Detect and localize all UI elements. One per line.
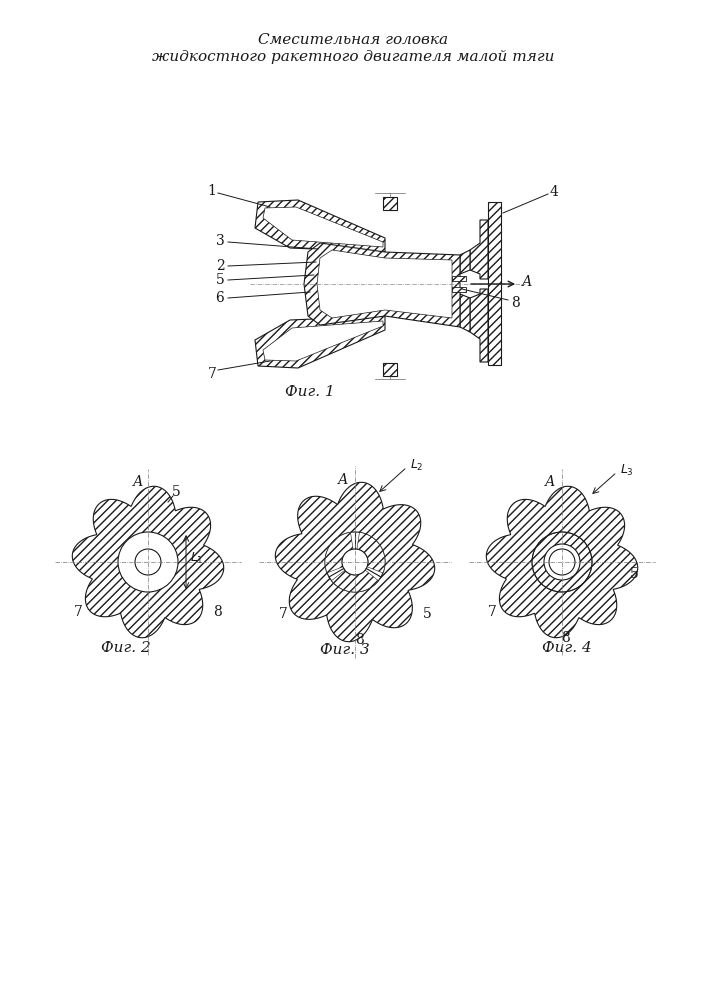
Text: 8: 8 xyxy=(214,605,223,619)
Text: 8: 8 xyxy=(355,633,363,647)
Circle shape xyxy=(532,532,592,592)
Text: А: А xyxy=(338,473,349,487)
Text: 7: 7 xyxy=(208,367,216,381)
Text: Фиг. 4: Фиг. 4 xyxy=(542,641,592,655)
Polygon shape xyxy=(460,294,470,332)
Text: 8: 8 xyxy=(561,631,571,645)
Text: 5: 5 xyxy=(172,485,180,499)
Polygon shape xyxy=(332,570,378,592)
Polygon shape xyxy=(255,316,385,368)
Polygon shape xyxy=(325,532,353,573)
Polygon shape xyxy=(263,207,383,247)
Text: 5: 5 xyxy=(423,607,431,621)
Polygon shape xyxy=(383,197,397,210)
Text: Фиг. 1: Фиг. 1 xyxy=(285,385,335,399)
Polygon shape xyxy=(470,220,488,279)
Text: 7: 7 xyxy=(488,605,496,619)
Text: $L_2$: $L_2$ xyxy=(410,457,423,473)
Text: 2: 2 xyxy=(216,259,224,273)
Text: 8: 8 xyxy=(512,296,520,310)
Text: Смесительная головка: Смесительная головка xyxy=(258,33,448,47)
Text: $L_3$: $L_3$ xyxy=(620,462,634,478)
Text: жидкостного ракетного двигателя малой тяги: жидкостного ракетного двигателя малой тя… xyxy=(152,50,554,64)
Polygon shape xyxy=(275,482,435,642)
Circle shape xyxy=(325,532,385,592)
Circle shape xyxy=(135,549,161,575)
Text: А: А xyxy=(545,475,555,489)
Circle shape xyxy=(342,549,368,575)
Polygon shape xyxy=(486,486,638,638)
Polygon shape xyxy=(255,200,385,252)
Text: 5: 5 xyxy=(216,273,224,287)
Polygon shape xyxy=(460,250,470,274)
Circle shape xyxy=(544,544,580,580)
Text: 4: 4 xyxy=(549,185,559,199)
Text: 1: 1 xyxy=(208,184,216,198)
Polygon shape xyxy=(452,287,466,292)
Text: 3: 3 xyxy=(216,234,224,248)
Polygon shape xyxy=(304,243,460,327)
Polygon shape xyxy=(488,202,501,365)
Polygon shape xyxy=(357,532,385,573)
Polygon shape xyxy=(452,276,466,281)
Text: Фиг. 3: Фиг. 3 xyxy=(320,643,370,657)
Text: Фиг. 2: Фиг. 2 xyxy=(101,641,151,655)
Circle shape xyxy=(549,549,575,575)
Polygon shape xyxy=(72,486,223,638)
Text: $L_1$: $L_1$ xyxy=(190,550,204,566)
Text: 7: 7 xyxy=(74,605,83,619)
Text: А: А xyxy=(133,475,144,489)
Polygon shape xyxy=(263,321,383,361)
Polygon shape xyxy=(317,250,452,318)
Circle shape xyxy=(118,532,178,592)
Polygon shape xyxy=(470,289,488,362)
Text: 5: 5 xyxy=(630,567,638,581)
Text: 6: 6 xyxy=(216,291,224,305)
Polygon shape xyxy=(383,363,397,376)
Text: 7: 7 xyxy=(279,607,288,621)
Text: А: А xyxy=(522,275,532,289)
